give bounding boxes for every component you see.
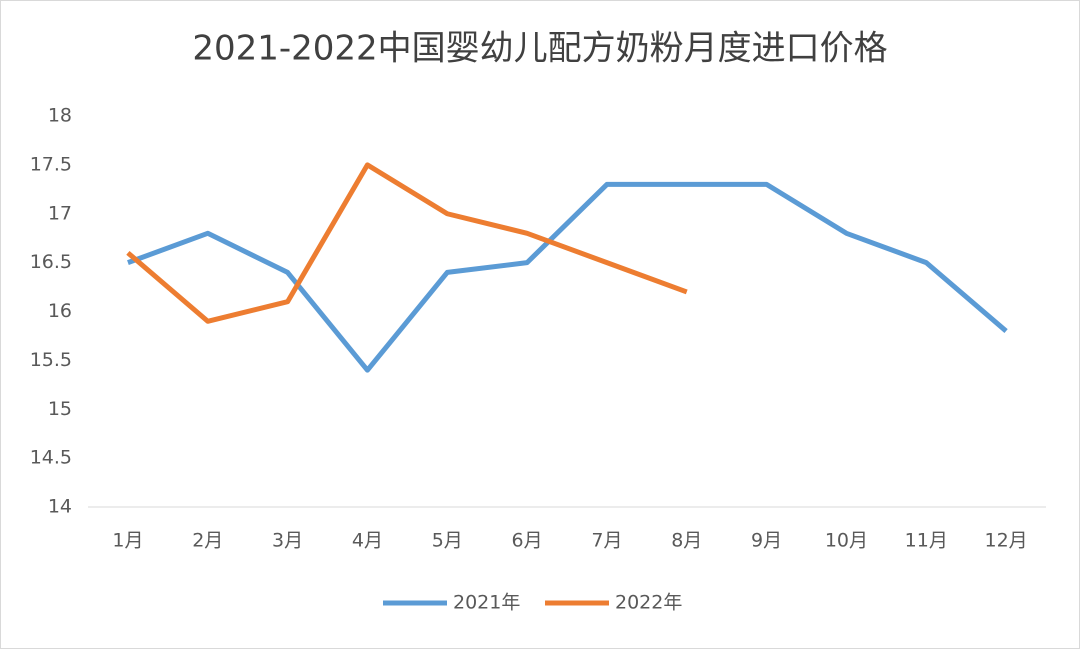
y-tick-label: 15 [48,398,72,420]
x-tick-label: 8月 [671,530,702,552]
x-tick-label: 2月 [192,530,223,552]
x-tick-label: 3月 [272,530,303,552]
line-series [127,181,1008,373]
y-tick-label: 14.5 [30,447,72,469]
x-tick-label: 12月 [984,530,1027,552]
y-tick-label: 15.5 [30,349,72,371]
x-tick-label: 11月 [905,530,948,552]
x-tick-label: 6月 [512,530,543,552]
x-tick-label: 1月 [112,530,143,552]
legend-label: 2022年 [615,592,682,614]
y-tick-label: 16.5 [30,251,72,273]
line-series [126,162,688,324]
y-tick-label: 17 [48,202,72,224]
y-tick-label: 14 [48,496,72,518]
x-tick-label: 5月 [432,530,463,552]
x-tick-label: 9月 [751,530,782,552]
y-tick-label: 18 [48,105,72,127]
x-tick-label: 7月 [591,530,622,552]
legend-label: 2021年 [453,592,520,614]
y-tick-label: 17.5 [30,153,72,175]
x-tick-label: 10月 [825,530,868,552]
x-tick-label: 4月 [352,530,383,552]
y-tick-label: 16 [48,300,72,322]
chart-title: 2021-2022中国婴幼儿配方奶粉月度进口价格 [192,29,887,69]
